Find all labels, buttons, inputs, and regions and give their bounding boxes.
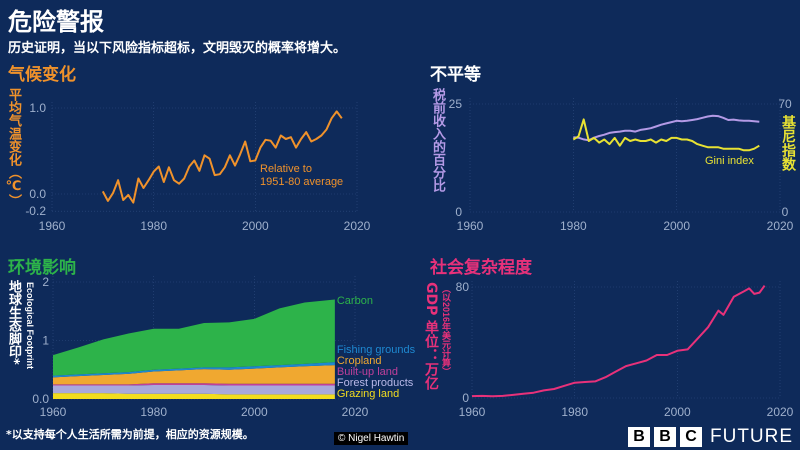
y-tick-label: 0 <box>455 205 462 219</box>
y-tick-label: 1 <box>42 334 49 348</box>
annotation-text: 1951-80 average <box>260 176 343 188</box>
gini-y-axis-label: 基尼指数 <box>780 115 796 171</box>
complexity-y-axis-sublabel: （以2016年美元计算） <box>441 284 451 377</box>
series-line-gini-index <box>572 118 760 152</box>
x-tick-label: 1980 <box>561 405 588 419</box>
series-line <box>101 110 343 204</box>
y-tick-label: 2 <box>42 275 49 289</box>
y-tick-label: 1.0 <box>29 101 46 115</box>
area-grazing-land <box>53 393 335 399</box>
environment-chart-title: 环境影响 <box>8 258 76 278</box>
x-tick-label: 1980 <box>560 219 587 233</box>
inequality-y-axis-label: 税前收入的百分比 <box>430 88 445 192</box>
x-tick-label: 2000 <box>663 219 690 233</box>
x-tick-label: 1960 <box>39 219 66 233</box>
y-tick-label: 0.0 <box>29 187 46 201</box>
page-title: 危险警报 <box>8 8 104 36</box>
logo-letter: B <box>628 427 650 447</box>
legend-label: Built-up land <box>337 366 398 378</box>
logo-letter: B <box>654 427 676 447</box>
climate-chart-title: 气候变化 <box>8 65 76 85</box>
annotation-text: Relative to <box>260 163 312 175</box>
y-tick-label: 80 <box>456 280 470 294</box>
area-fishing-grounds <box>53 362 335 378</box>
legend-label: Forest products <box>337 377 414 389</box>
x-tick-label: 1980 <box>140 405 167 419</box>
credit: © Nigel Hawtin <box>334 432 409 445</box>
x-tick-label: 2020 <box>767 405 794 419</box>
y-tick-label: -0.2 <box>25 204 46 218</box>
x-tick-label: 2020 <box>344 219 371 233</box>
footnote: *以支持每个人生活所需为前提，相应的资源规模。 <box>6 428 254 441</box>
y-tick-label: 25 <box>449 97 463 111</box>
x-tick-label: 2020 <box>767 219 794 233</box>
inequality-chart-title: 不平等 <box>430 65 481 85</box>
bbc-future-logo: B B C FUTURE <box>628 426 793 448</box>
complexity-chart-title: 社会复杂程度 <box>430 258 532 278</box>
x-tick-label: 2000 <box>241 405 268 419</box>
legend-label: Grazing land <box>337 388 399 400</box>
legend-label: Fishing grounds <box>337 344 416 356</box>
x-tick-label: 1960 <box>457 219 484 233</box>
climate-y-axis-label: 平均气温变化（℃） <box>6 88 21 207</box>
x-tick-label: 2000 <box>242 219 269 233</box>
x-tick-label: 1960 <box>40 405 67 419</box>
area-built-up-land <box>53 383 335 386</box>
page-subtitle: 历史证明，当以下风险指标超标，文明毁灭的概率将增大。 <box>8 41 347 56</box>
area-forest-products <box>53 384 335 395</box>
y-tick-label: 0 <box>462 391 469 405</box>
x-tick-label: 1960 <box>459 405 486 419</box>
x-tick-label: 1980 <box>140 219 167 233</box>
x-tick-label: 2000 <box>664 405 691 419</box>
x-tick-label: 2020 <box>342 405 369 419</box>
logo-letter: C <box>680 427 702 447</box>
logo-word: FUTURE <box>710 426 794 447</box>
y2-tick-label: 0 <box>782 205 789 219</box>
area-cropland <box>53 365 335 385</box>
series-line <box>471 285 766 398</box>
legend-label: Carbon <box>337 295 373 307</box>
series-line <box>573 114 760 142</box>
series-label: Gini index <box>705 155 754 167</box>
legend-label: Cropland <box>337 355 382 367</box>
environment-y-axis-label-en: Ecological Footprint <box>25 282 35 369</box>
complexity-y-axis-label: GDP 单位：万亿 <box>423 282 439 391</box>
environment-y-axis-label: 地球生态脚印* <box>6 280 21 365</box>
y2-tick-label: 70 <box>778 97 792 111</box>
area-carbon <box>53 299 335 376</box>
y-tick-label: 0.0 <box>32 392 49 406</box>
